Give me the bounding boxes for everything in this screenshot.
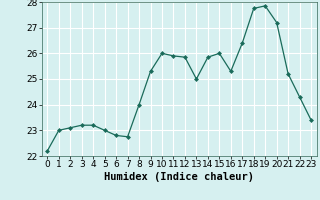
X-axis label: Humidex (Indice chaleur): Humidex (Indice chaleur): [104, 172, 254, 182]
